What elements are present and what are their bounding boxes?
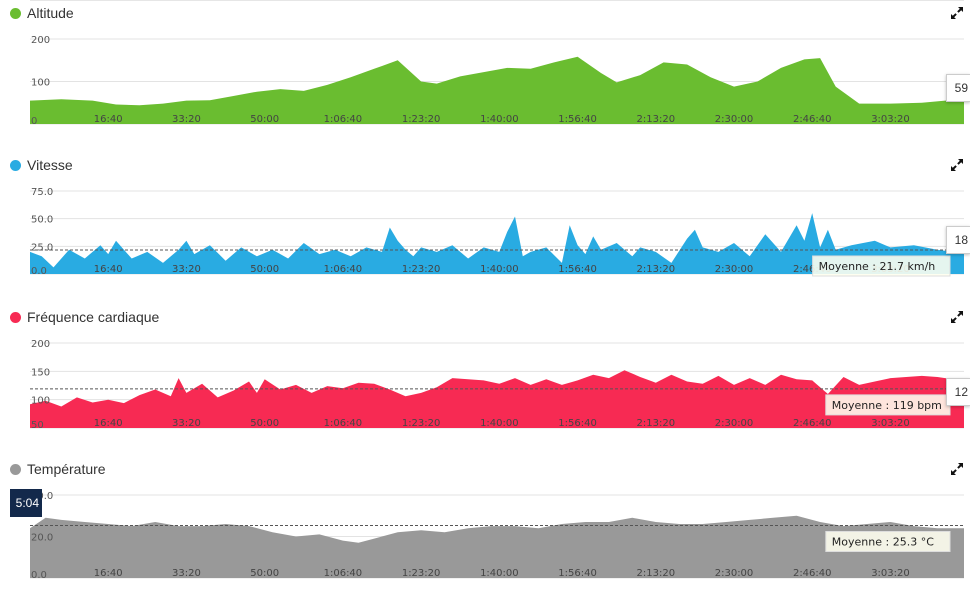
speed-panel: Vitesse 0.0 25.0 50.0 75.0 16:40 33:20 50:00 1:0… [0, 152, 970, 302]
x-tick-label: 1:06:40 [324, 418, 363, 429]
y-tick-label: 100 [31, 78, 50, 89]
x-tick-label: 33:20 [172, 114, 201, 125]
average-label-text: Moyenne : 119 bpm [832, 399, 942, 412]
average-label-text: Moyenne : 25.3 °C [832, 536, 934, 549]
area-series [30, 515, 964, 578]
y-tick-label: 40.0 [31, 491, 53, 502]
x-tick-label: 2:13:20 [637, 418, 676, 429]
area-series [30, 370, 964, 428]
y-tick-label: 200 [31, 35, 50, 46]
heart-rate-panel: Fréquence cardiaque 50 100 150 200 16:40 33:20… [0, 304, 970, 454]
x-tick-label: 1:56:40 [558, 114, 597, 125]
x-tick-label: 1:40:00 [480, 418, 519, 429]
x-tick-label: 50:00 [250, 418, 279, 429]
chart-title: Fréquence cardiaque [27, 309, 160, 325]
chart-svg: 0.0 20.0 40.0 16:40 33:20 50:00 1:06:40 1:23:20… [30, 491, 964, 581]
x-tick-label: 2:30:00 [715, 568, 754, 579]
y-tick-label: 150 [31, 367, 50, 378]
y-tick-label: 20.0 [31, 533, 53, 544]
y-tick-label: 0 [31, 116, 37, 127]
series-color-dot [10, 7, 21, 19]
x-tick-label: 50:00 [250, 264, 279, 275]
average-label: Moyenne : 119 bpm [825, 394, 951, 416]
average-label-box [825, 531, 951, 553]
x-tick-label: 1:40:00 [480, 114, 519, 125]
area-series [30, 56, 964, 124]
x-tick-label: 3:03:20 [871, 418, 910, 429]
x-tick-label: 33:20 [172, 264, 201, 275]
x-tick-label: 1:23:20 [402, 114, 441, 125]
expand-icon[interactable] [950, 6, 964, 20]
chart-svg: 50 100 150 200 16:40 33:20 50:00 1:06:40 1:23:20… [30, 339, 964, 431]
x-tick-label: 50:00 [250, 568, 279, 579]
x-tick-label: 3:03:20 [871, 114, 910, 125]
x-tick-label: 1:40:00 [480, 568, 519, 579]
current-value-tab: 59 [946, 74, 970, 102]
x-tick-label: 2:46:40 [793, 418, 832, 429]
y-tick-label: 0.0 [31, 266, 47, 277]
x-tick-label: 3:03:20 [871, 568, 910, 579]
current-value-tab: 18 [946, 226, 970, 254]
y-tick-label: 50 [31, 420, 44, 431]
x-tick-label: 2:46:40 [793, 568, 832, 579]
x-tick-label: 2:13:20 [637, 114, 676, 125]
average-label: Moyenne : 21.7 km/h [812, 255, 951, 277]
panel-title: Vitesse [10, 157, 73, 173]
x-tick-label: 1:56:40 [558, 418, 597, 429]
x-tick-label: 1:56:40 [558, 568, 597, 579]
chart-title: Altitude [27, 5, 74, 21]
y-tick-label: 25.0 [31, 242, 53, 253]
x-tick-label: 16:40 [94, 568, 123, 579]
x-tick-label: 2:30:00 [715, 418, 754, 429]
panel-title: Altitude [10, 5, 74, 21]
altitude-panel: Altitude 0 100 200 16:40 33:20 50:00 1:06:40 1:2… [0, 0, 970, 150]
x-tick-label: 2:30:00 [715, 264, 754, 275]
x-tick-label: 33:20 [172, 568, 201, 579]
average-label-text: Moyenne : 21.7 km/h [819, 260, 936, 273]
x-tick-label: 16:40 [94, 264, 123, 275]
average-label: Moyenne : 25.3 °C [825, 531, 951, 553]
series-color-dot [10, 159, 21, 171]
temperature-panel: Température 0.0 20.0 40.0 16:40 33:20 50:00 1:0… [0, 456, 970, 598]
expand-icon[interactable] [950, 462, 964, 476]
x-tick-label: 1:06:40 [324, 568, 363, 579]
series-color-dot [10, 463, 21, 475]
y-tick-label: 0.0 [31, 570, 47, 581]
x-tick-label: 1:23:20 [402, 264, 441, 275]
current-value-tab: 12 [946, 378, 970, 406]
y-tick-label: 200 [31, 339, 50, 350]
x-tick-label: 1:56:40 [558, 264, 597, 275]
x-tick-label: 2:30:00 [715, 114, 754, 125]
x-tick-label: 16:40 [94, 114, 123, 125]
y-tick-label: 75.0 [31, 187, 53, 198]
chart-title: Vitesse [27, 157, 73, 173]
series-color-dot [10, 311, 21, 323]
top-rule [30, 0, 964, 1]
cursor-time-label: 5:04 [10, 489, 42, 517]
x-tick-label: 16:40 [94, 418, 123, 429]
x-tick-label: 50:00 [250, 114, 279, 125]
x-tick-label: 1:40:00 [480, 264, 519, 275]
x-tick-label: 1:06:40 [324, 264, 363, 275]
x-tick-label: 1:06:40 [324, 114, 363, 125]
x-tick-label: 1:23:20 [402, 418, 441, 429]
panel-title: Température [10, 461, 106, 477]
x-tick-label: 2:13:20 [637, 264, 676, 275]
chart-svg: 0.0 25.0 50.0 75.0 16:40 33:20 50:00 1:06:40 1:2… [30, 187, 964, 277]
x-tick-label: 1:23:20 [402, 568, 441, 579]
expand-icon[interactable] [950, 158, 964, 172]
y-tick-label: 100 [31, 396, 50, 407]
panel-title: Fréquence cardiaque [10, 309, 159, 325]
y-tick-label: 50.0 [31, 215, 53, 226]
average-label-box [812, 255, 951, 277]
chart-svg: 0 100 200 16:40 33:20 50:00 1:06:40 1:23:20 1:40… [30, 35, 964, 127]
x-tick-label: 33:20 [172, 418, 201, 429]
expand-icon[interactable] [950, 310, 964, 324]
x-tick-label: 2:13:20 [637, 568, 676, 579]
x-tick-label: 2:46:40 [793, 114, 832, 125]
area-series [30, 213, 964, 274]
chart-title: Température [27, 461, 106, 477]
